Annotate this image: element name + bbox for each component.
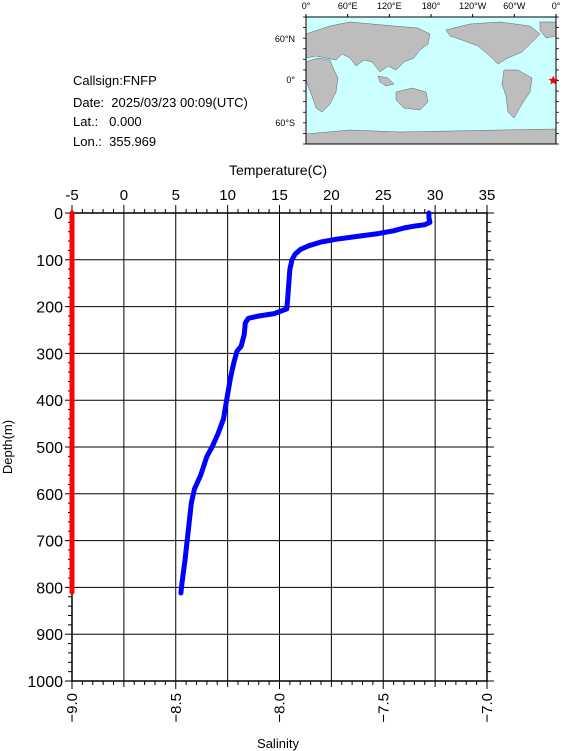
salinity-tick-label: −8.0: [272, 693, 289, 723]
temperature-tick-label: 10: [219, 187, 236, 204]
map-lat-tick-label: 60°N: [275, 34, 295, 44]
salinity-tick-label: −9.0: [64, 693, 81, 723]
map-lon-tick-label: 120°W: [459, 1, 487, 11]
latitude-label: Lat.: 0.000: [73, 114, 142, 129]
depth-tick-label: 800: [36, 580, 63, 597]
temperature-tick-label: 5: [172, 187, 180, 204]
temperature-tick-label: 35: [479, 187, 496, 204]
salinity-tick-label: −7.0: [479, 693, 496, 723]
temperature-tick-label: 15: [271, 187, 288, 204]
map-lon-tick-label: 120°E: [377, 1, 402, 11]
date-label: Date: 2025/03/23 00:09(UTC): [73, 95, 248, 110]
depth-axis-title: Depth(m): [0, 420, 15, 474]
map-longitude-labels: 0° 60°E 120°E 180° 120°W 60°W 0°: [302, 1, 561, 11]
depth-tick-label: 600: [36, 487, 63, 504]
tick-labels: -5 0 5 10 15 20 25 30 35−9.0 −8.5 −8.0 −7.5 −7.00100…: [27, 187, 496, 723]
salinity-tick-label: −7.5: [375, 693, 392, 723]
station-marker: [548, 75, 558, 85]
salinity-tick-label: −8.5: [168, 693, 185, 723]
map-lat-tick-label: 60°S: [275, 118, 295, 128]
depth-tick-label: 0: [54, 206, 63, 223]
temperature-tick-label: 30: [427, 187, 444, 204]
axis-ticks: [65, 205, 494, 689]
map-lon-tick-label: 180°: [422, 1, 441, 11]
temperature-tick-label: 0: [120, 187, 128, 204]
map-latitude-labels: 60°N 0° 60°S: [275, 34, 296, 128]
map-lon-tick-label: 0°: [302, 1, 311, 11]
temperature-tick-label: 25: [375, 187, 392, 204]
location-map: 0° 60°E 120°E 180° 120°W 60°W 0° 60°N 0° 60°S: [275, 1, 561, 145]
land-antarctica: [305, 128, 557, 145]
land-north-america: [445, 21, 541, 65]
land-eurasia: [305, 21, 431, 73]
depth-tick-label: 100: [36, 253, 63, 270]
land-australia: [395, 87, 429, 111]
chart-grid: [71, 212, 488, 682]
depth-tick-label: 900: [36, 627, 63, 644]
depth-tick-label: 500: [36, 440, 63, 457]
map-lon-tick-label: 0°: [552, 1, 561, 11]
depth-tick-label: 1000: [27, 674, 63, 691]
depth-tick-label: 400: [36, 393, 63, 410]
map-land: [305, 21, 557, 145]
land-africa: [305, 57, 339, 113]
temperature-axis-title: Temperature(C): [229, 162, 327, 178]
temperature-profile-line: [178, 210, 433, 596]
land-south-america: [501, 69, 533, 119]
depth-tick-label: 200: [36, 300, 63, 317]
map-lon-tick-label: 60°E: [338, 1, 358, 11]
map-ticks: [303, 14, 559, 145]
land-se-asia: [377, 75, 395, 87]
data-series: [69, 210, 433, 596]
salinity-axis-title: Salinity: [257, 736, 299, 751]
depth-tick-label: 300: [36, 346, 63, 363]
callsign-label: Callsign:FNFP: [73, 73, 157, 88]
map-lat-tick-label: 0°: [286, 75, 295, 85]
temperature-tick-label: 20: [323, 187, 340, 204]
map-lon-tick-label: 60°W: [503, 1, 526, 11]
chart-frame: [71, 212, 488, 682]
temperature-tick-label: -5: [65, 187, 78, 204]
land-greenland: [539, 21, 557, 39]
longitude-label: Lon.: 355.969: [73, 134, 157, 149]
depth-tick-label: 700: [36, 534, 63, 551]
